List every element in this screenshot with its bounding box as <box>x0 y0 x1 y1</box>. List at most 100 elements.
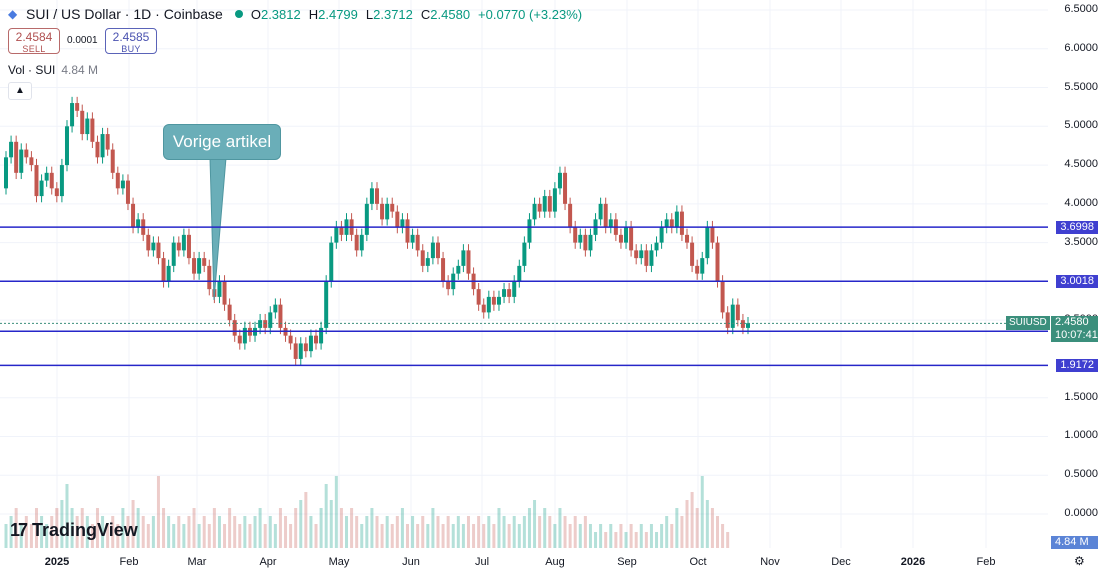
candle-body <box>420 250 425 266</box>
x-tick-label: May <box>328 556 350 568</box>
chart-title[interactable]: SUI / US Dollar · 1D · Coinbase <box>26 6 223 22</box>
candle-body <box>161 258 166 282</box>
settings-gear-icon[interactable]: ⚙ <box>1074 554 1085 568</box>
volume-bar <box>685 500 689 548</box>
candle-body <box>639 250 644 259</box>
candle-body <box>85 118 90 135</box>
volume-bar <box>19 524 23 548</box>
volume-bar <box>380 524 384 548</box>
candle-body <box>237 335 242 344</box>
buy-button[interactable]: 2.4585 BUY <box>105 28 157 54</box>
volume-bar <box>604 532 608 548</box>
candle-body <box>339 227 344 235</box>
volume-bar <box>573 516 577 548</box>
candle-body <box>517 265 522 282</box>
volume-bar <box>29 524 33 548</box>
collapse-legend-button[interactable]: ▲ <box>8 82 32 100</box>
volume-bar <box>151 516 155 548</box>
volume-bar <box>126 516 130 548</box>
volume-bar <box>289 524 293 548</box>
candle-body <box>547 196 552 212</box>
candle-body <box>685 234 690 243</box>
candle-body <box>242 327 247 344</box>
volume-bar <box>629 524 633 548</box>
volume-bar <box>65 484 69 548</box>
volume-bar <box>60 500 64 548</box>
y-tick-label: 0.5000 <box>1064 468 1098 481</box>
volume-bar <box>716 516 720 548</box>
volume-label: Vol · SUI <box>8 63 56 77</box>
candle-body <box>64 126 69 166</box>
candle-body <box>186 234 191 259</box>
candle-body <box>456 265 461 274</box>
volume-bar <box>75 516 79 548</box>
volume-bar <box>655 532 659 548</box>
candle-body <box>273 304 278 313</box>
candle-body <box>430 242 435 259</box>
candle-body <box>720 281 725 313</box>
volume-bar <box>492 524 496 548</box>
x-tick-label: Mar <box>187 556 207 568</box>
volume-bar <box>156 476 160 548</box>
volume-bar <box>14 508 18 548</box>
volume-bar <box>502 516 506 548</box>
y-tick-label: 4.5000 <box>1064 158 1098 171</box>
volume-axis-tag: 4.84 M <box>1051 536 1098 549</box>
volume-bar <box>116 524 120 548</box>
volume-bar <box>284 516 288 548</box>
candle-body <box>151 242 156 251</box>
volume-bar <box>360 524 364 548</box>
volume-bar <box>34 508 38 548</box>
tradingview-mark: 17 <box>10 520 28 540</box>
low-value: 2.3712 <box>373 6 413 22</box>
volume-bar <box>695 508 699 548</box>
candle-body <box>308 335 313 352</box>
level-price-tag: 3.6998 <box>1056 220 1098 234</box>
volume-bar <box>466 516 470 548</box>
candle-body <box>59 165 64 197</box>
candle-body <box>481 304 486 313</box>
volume-legend[interactable]: Vol · SUI 4.84 M <box>8 63 98 77</box>
candle-body <box>746 323 750 328</box>
volume-bar <box>441 524 445 548</box>
volume-bar <box>624 532 628 548</box>
tradingview-logo[interactable]: 17 TradingView <box>10 520 138 541</box>
x-tick-label: Apr <box>259 556 277 568</box>
volume-bar <box>106 524 110 548</box>
volume-bar <box>299 500 303 548</box>
candle-body <box>608 219 613 228</box>
volume-bar <box>95 508 99 548</box>
candle-body <box>715 242 720 282</box>
volume-bar <box>670 524 674 548</box>
volume-bar <box>70 508 74 548</box>
candle-body <box>725 312 730 328</box>
candle-body <box>359 234 364 251</box>
sell-button[interactable]: 2.4584 SELL <box>8 28 60 54</box>
volume-bar <box>411 516 415 548</box>
candle-body <box>496 296 501 305</box>
volume-bar <box>482 524 486 548</box>
volume-bar <box>228 508 232 548</box>
candle-body <box>568 203 573 228</box>
candle-body <box>70 103 75 127</box>
candle-body <box>410 234 415 243</box>
volume-bar <box>172 524 176 548</box>
volume-bar <box>192 508 196 548</box>
volume-bar <box>101 516 105 548</box>
candle-body <box>288 335 293 344</box>
low-label: L <box>365 6 374 22</box>
volume-bar <box>436 516 440 548</box>
high-label: H <box>308 6 319 22</box>
candle-body <box>95 141 100 158</box>
close-label: C <box>420 6 431 22</box>
callout-label[interactable]: Vorige artikel <box>163 124 281 160</box>
candle-body <box>314 335 319 344</box>
volume-bar <box>710 508 714 548</box>
volume-bar <box>446 516 450 548</box>
close-value: 2.4580 <box>430 6 471 22</box>
candle-body <box>542 196 547 212</box>
volume-bar <box>548 516 552 548</box>
volume-bar <box>553 524 557 548</box>
volume-bar <box>212 508 216 548</box>
